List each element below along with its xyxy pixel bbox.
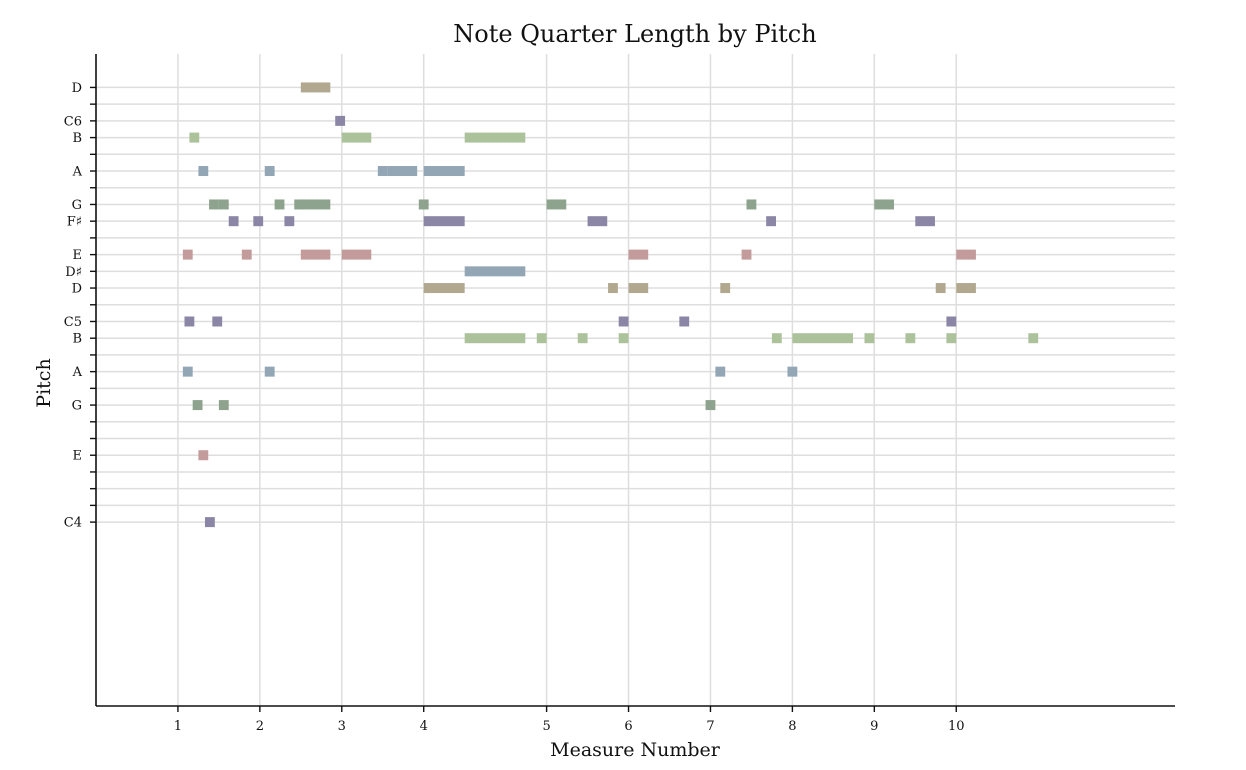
note-bar xyxy=(294,199,305,210)
grid-lines xyxy=(96,54,1175,706)
y-tick-label: F♯ xyxy=(67,215,82,230)
y-tick-label: G xyxy=(72,198,82,213)
note-bar xyxy=(766,216,777,227)
note-bar xyxy=(715,366,726,377)
note-bar xyxy=(935,283,946,294)
y-tick-label: E xyxy=(73,248,83,263)
y-tick-label: A xyxy=(72,365,83,380)
note-bar xyxy=(628,249,649,260)
note-bar xyxy=(387,166,418,177)
note-bar xyxy=(628,283,649,294)
note-bar xyxy=(264,166,275,177)
note-bar xyxy=(1028,333,1039,344)
x-tick-label: 10 xyxy=(948,719,965,734)
note-bar xyxy=(423,166,465,177)
y-tick-label: D♯ xyxy=(65,265,82,280)
x-tick-label: 9 xyxy=(870,719,878,734)
y-tick-label: C6 xyxy=(64,114,82,129)
note-bar xyxy=(787,366,798,377)
note-bar xyxy=(209,199,219,210)
note-bar xyxy=(792,333,854,344)
x-tick-label: 2 xyxy=(256,719,264,734)
note-bar xyxy=(946,316,957,327)
note-bar xyxy=(218,400,229,411)
y-tick-label: B xyxy=(72,332,82,347)
note-bar xyxy=(300,82,331,93)
axes xyxy=(95,54,1175,707)
note-bar xyxy=(705,400,716,411)
note-bar xyxy=(300,199,331,210)
note-bar xyxy=(464,333,526,344)
note-bar xyxy=(204,517,215,528)
note-bar xyxy=(253,216,264,227)
note-bar xyxy=(956,249,976,260)
note-bar xyxy=(241,249,252,260)
note-bar xyxy=(720,283,731,294)
note-bar xyxy=(264,366,275,377)
y-tick-label: D xyxy=(72,282,82,297)
y-tick-label: A xyxy=(72,165,83,180)
note-bar xyxy=(587,216,608,227)
note-bar xyxy=(218,199,229,210)
note-bar xyxy=(192,400,203,411)
x-tick-label: 3 xyxy=(338,719,346,734)
note-bar xyxy=(182,366,193,377)
note-bar xyxy=(536,333,547,344)
note-bar xyxy=(189,132,200,143)
note-bar xyxy=(679,316,690,327)
note-bar xyxy=(464,132,526,143)
x-tick-label: 6 xyxy=(624,719,632,734)
note-bar xyxy=(284,216,295,227)
note-bar xyxy=(874,199,894,210)
y-tick-label: B xyxy=(72,131,82,146)
x-tick-label: 4 xyxy=(420,719,428,734)
note-bars xyxy=(182,82,1039,528)
note-bar xyxy=(423,283,465,294)
note-bar xyxy=(198,450,209,461)
x-tick-label: 1 xyxy=(174,719,182,734)
note-bar xyxy=(618,316,629,327)
chart-title: Note Quarter Length by Pitch xyxy=(453,20,816,48)
note-bar xyxy=(184,316,195,327)
y-tick-label: G xyxy=(72,399,82,414)
note-bar xyxy=(905,333,916,344)
note-bar xyxy=(771,333,782,344)
note-bar xyxy=(464,266,526,277)
x-tick-label: 5 xyxy=(542,719,550,734)
note-bar xyxy=(608,283,618,294)
note-bar xyxy=(956,283,976,294)
note-bar xyxy=(418,199,429,210)
y-tick-label: E xyxy=(73,449,83,464)
x-ticks: 1 2 3 4 5 6 7 8 9 10 xyxy=(174,706,965,734)
y-ticks: D C6 B A G F♯ E D♯ D C5 B A G E C4 xyxy=(64,81,96,531)
note-bar xyxy=(618,333,629,344)
note-bar xyxy=(228,216,239,227)
note-bar xyxy=(577,333,588,344)
note-bar xyxy=(341,249,372,260)
note-bar xyxy=(746,199,757,210)
y-tick-label: D xyxy=(72,81,82,96)
note-bar xyxy=(864,333,875,344)
note-bar xyxy=(335,115,346,126)
note-bar xyxy=(546,199,567,210)
note-bar xyxy=(274,199,285,210)
note-bar xyxy=(741,249,752,260)
note-bar xyxy=(300,249,331,260)
note-bar xyxy=(377,166,388,177)
note-bar xyxy=(341,132,372,143)
x-tick-label: 8 xyxy=(788,719,796,734)
note-bar xyxy=(915,216,935,227)
note-bar xyxy=(182,249,193,260)
note-bar xyxy=(198,166,209,177)
note-bar xyxy=(212,316,223,327)
y-axis-label: Pitch xyxy=(33,358,55,407)
y-tick-label: C4 xyxy=(64,516,82,531)
x-tick-label: 7 xyxy=(706,719,714,734)
note-bar xyxy=(423,216,465,227)
x-axis-label: Measure Number xyxy=(550,739,721,761)
y-tick-label: C5 xyxy=(64,315,82,330)
note-bar xyxy=(946,333,957,344)
